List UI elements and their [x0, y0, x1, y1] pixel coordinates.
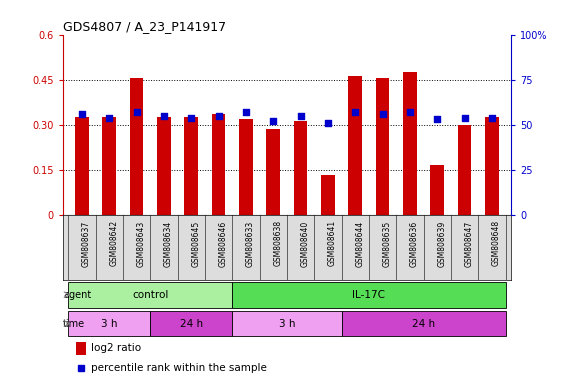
Text: GSM808644: GSM808644 — [355, 220, 364, 266]
Text: GSM808645: GSM808645 — [191, 220, 200, 266]
FancyBboxPatch shape — [232, 311, 341, 336]
Text: GSM808643: GSM808643 — [136, 220, 146, 266]
Text: GSM808647: GSM808647 — [465, 220, 473, 266]
Point — [296, 113, 305, 119]
Text: GSM808635: GSM808635 — [383, 220, 392, 266]
Point — [460, 114, 469, 121]
Text: GSM808646: GSM808646 — [219, 220, 228, 266]
Text: GSM808638: GSM808638 — [274, 220, 282, 266]
Bar — [157, 117, 171, 215]
Point — [214, 113, 223, 119]
FancyBboxPatch shape — [69, 311, 150, 336]
Point — [269, 118, 278, 124]
Bar — [376, 78, 389, 215]
Text: GDS4807 / A_23_P141917: GDS4807 / A_23_P141917 — [63, 20, 226, 33]
Bar — [403, 72, 417, 215]
Bar — [321, 175, 335, 215]
Text: 24 h: 24 h — [180, 318, 203, 329]
Bar — [267, 129, 280, 215]
Text: percentile rank within the sample: percentile rank within the sample — [91, 363, 267, 373]
Text: agent: agent — [63, 290, 91, 300]
Bar — [348, 76, 362, 215]
Bar — [130, 78, 143, 215]
Text: time: time — [63, 318, 85, 329]
Point — [378, 111, 387, 117]
Text: GSM808637: GSM808637 — [82, 220, 91, 266]
Point — [433, 116, 442, 122]
Text: GSM808634: GSM808634 — [164, 220, 173, 266]
FancyBboxPatch shape — [232, 282, 505, 308]
Bar — [75, 117, 89, 215]
Point — [351, 109, 360, 115]
Bar — [212, 114, 226, 215]
Text: GSM808640: GSM808640 — [300, 220, 309, 266]
Bar — [77, 342, 86, 355]
Text: GSM808633: GSM808633 — [246, 220, 255, 266]
Text: GSM808636: GSM808636 — [410, 220, 419, 266]
Text: IL-17C: IL-17C — [352, 290, 385, 300]
Bar — [458, 125, 472, 215]
Point — [132, 109, 141, 115]
Point — [242, 109, 251, 115]
Bar — [431, 164, 444, 215]
Point — [78, 111, 87, 117]
FancyBboxPatch shape — [150, 311, 232, 336]
Point — [187, 114, 196, 121]
FancyBboxPatch shape — [69, 282, 232, 308]
Point — [104, 114, 114, 121]
Text: GSM808641: GSM808641 — [328, 220, 337, 266]
FancyBboxPatch shape — [341, 311, 505, 336]
Text: 24 h: 24 h — [412, 318, 435, 329]
Bar — [239, 119, 253, 215]
Text: 3 h: 3 h — [101, 318, 118, 329]
Bar — [293, 121, 307, 215]
Bar — [184, 117, 198, 215]
Text: GSM808648: GSM808648 — [492, 220, 501, 266]
Text: control: control — [132, 290, 168, 300]
Text: log2 ratio: log2 ratio — [91, 343, 140, 353]
Bar — [102, 117, 116, 215]
Text: 3 h: 3 h — [279, 318, 295, 329]
Bar — [485, 117, 498, 215]
Text: GSM808639: GSM808639 — [437, 220, 447, 266]
Point — [159, 113, 168, 119]
Point — [405, 109, 415, 115]
Text: GSM808642: GSM808642 — [109, 220, 118, 266]
Point — [487, 114, 496, 121]
Point — [323, 120, 332, 126]
